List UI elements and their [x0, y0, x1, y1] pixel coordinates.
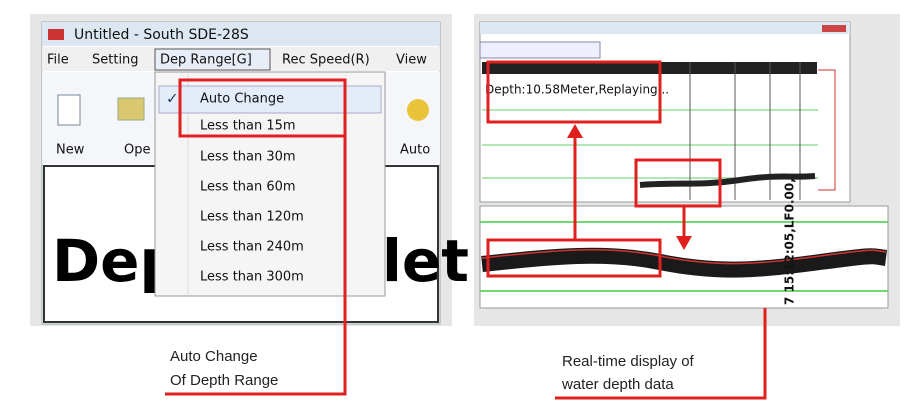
- open-icon: [118, 98, 144, 120]
- dropdown-item[interactable]: Less than 120m: [200, 210, 304, 225]
- window-title: Untitled - South SDE-28S: [74, 27, 249, 43]
- sonar-title-bar: [480, 22, 850, 34]
- big-text: let: [382, 227, 469, 295]
- menu-item[interactable]: View: [396, 53, 427, 68]
- caption: Of Depth Range: [170, 372, 278, 389]
- page: {"left_window": {"title": "Untitled - So…: [0, 0, 904, 408]
- toolbar-label[interactable]: Auto: [400, 143, 430, 158]
- auto-icon: [407, 99, 429, 121]
- dropdown-item[interactable]: Less than 60m: [200, 180, 296, 195]
- sonar-top-band: [482, 62, 817, 74]
- toolbar-label[interactable]: New: [56, 143, 85, 158]
- timestamp: 7 15:12:05,LF0.00,: [783, 178, 797, 305]
- illustration: Untitled - South SDE-28S File Setting De…: [0, 0, 904, 408]
- depth-status: Depth:10.58Meter,Replaying...: [485, 83, 669, 97]
- checkmark: ✓: [166, 90, 179, 108]
- menu-item[interactable]: Dep Range[G]: [160, 53, 252, 68]
- caption: water depth data: [561, 376, 674, 393]
- menu-item[interactable]: Setting: [92, 53, 139, 68]
- dropdown-item[interactable]: Less than 30m: [200, 150, 296, 165]
- app-icon: [48, 29, 64, 40]
- new-icon: [58, 95, 80, 125]
- caption: Real-time display of: [562, 353, 695, 370]
- toolbar-label[interactable]: Ope: [124, 143, 150, 158]
- dropdown-item[interactable]: Less than 240m: [200, 240, 304, 255]
- caption: Auto Change: [170, 348, 258, 365]
- dropdown-item[interactable]: Less than 300m: [200, 270, 304, 285]
- close-button: [822, 25, 846, 32]
- menu-item[interactable]: Rec Speed(R): [282, 53, 370, 68]
- dropdown-item[interactable]: Auto Change: [200, 92, 284, 107]
- sonar-toolbar: [480, 42, 600, 58]
- dropdown-item[interactable]: Less than 15m: [200, 119, 296, 134]
- menu-item[interactable]: File: [47, 53, 69, 68]
